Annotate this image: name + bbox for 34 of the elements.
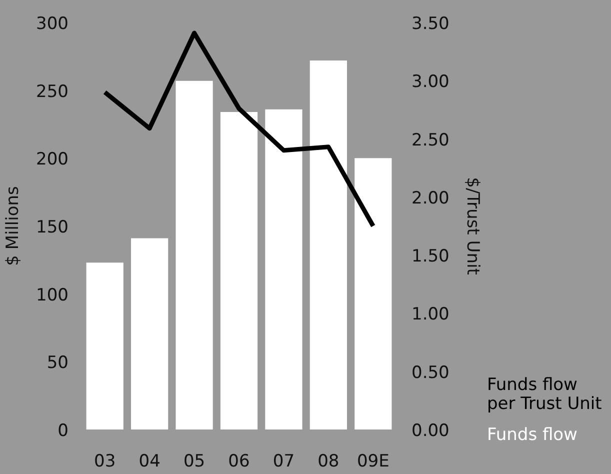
bar [265, 109, 302, 430]
y2-tick-label: 2.50 [412, 130, 450, 150]
text: Funds flow [487, 425, 578, 445]
y2-tick-label: 2.00 [412, 188, 450, 208]
x-tick-label: 05 [183, 452, 206, 472]
y2-tick-label: 0.00 [412, 421, 450, 441]
bar [220, 112, 258, 430]
bar [354, 158, 392, 430]
x-tick-label: 07 [272, 452, 295, 472]
y-tick-label: 200 [36, 150, 69, 170]
x-tick-label: 03 [94, 452, 116, 472]
y2-tick-label: 3.00 [412, 72, 450, 92]
bar [310, 60, 347, 430]
y2-tick-label: 1.50 [412, 246, 450, 267]
bar [176, 80, 213, 430]
y-tick-label: 100 [36, 285, 69, 306]
bar [86, 262, 124, 430]
y2-tick-label: 1.00 [412, 304, 450, 325]
x-tick-label: 04 [138, 452, 160, 472]
y-tick-label: 0 [58, 421, 69, 441]
y2-tick-label: 3.50 [412, 14, 450, 34]
x-tick-label: 08 [318, 452, 340, 472]
x-tick-label: 06 [228, 452, 250, 472]
y-axis-title: $ Millions [3, 186, 24, 266]
line-series [102, 30, 376, 228]
y2-tick-label: 0.50 [412, 362, 450, 383]
bar [131, 238, 168, 430]
y-tick-label: 250 [36, 82, 69, 102]
y2-axis-title: $/Trust Unit [462, 177, 482, 276]
text: Funds flow per Trust Unit [487, 375, 602, 414]
x-tick-label: 09E [356, 452, 390, 472]
y-tick-label: 300 [36, 14, 69, 34]
y-tick-label: 150 [36, 218, 69, 238]
y-tick-label: 50 [46, 353, 69, 374]
